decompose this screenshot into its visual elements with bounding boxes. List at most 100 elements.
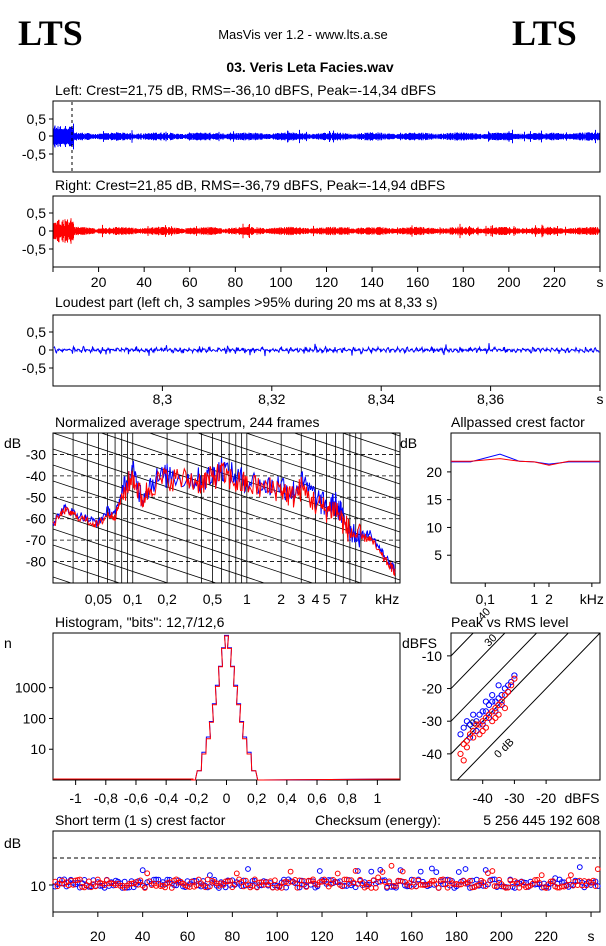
short-term-point bbox=[550, 878, 556, 884]
right-ytick-label: 0,5 bbox=[27, 205, 47, 221]
peak-rms-point bbox=[476, 711, 483, 718]
short-term-point bbox=[390, 882, 397, 889]
peak-rms-frame bbox=[450, 632, 601, 781]
short-term-point bbox=[395, 877, 402, 884]
peak-rms-point bbox=[501, 692, 508, 699]
short-term-point bbox=[440, 876, 447, 883]
short-term-point bbox=[77, 876, 83, 883]
spectrum-diagonal bbox=[293, 433, 400, 469]
peak-rms-xtick-label: -40 bbox=[473, 790, 493, 806]
histogram-xtick-label: 1 bbox=[373, 790, 381, 806]
loudest-part-title: Loudest part (left ch, 3 samples >95% du… bbox=[55, 294, 437, 310]
short-term-xtick-label: 20 bbox=[90, 928, 106, 944]
short-term-point bbox=[254, 884, 260, 891]
short-term-point bbox=[433, 869, 440, 875]
short-term-point bbox=[74, 877, 81, 883]
app-title: MasVis ver 1.2 - www.lts.a.se bbox=[218, 27, 388, 42]
short-term-point bbox=[368, 868, 375, 875]
allpassed-xtick-label: kHz bbox=[580, 591, 604, 607]
allpassed-xtick-label: 2 bbox=[545, 591, 553, 607]
right-ytick-label: 0 bbox=[38, 223, 46, 239]
allpassed-ytick-label: 5 bbox=[434, 547, 442, 563]
x-tick-label: s bbox=[597, 391, 604, 407]
spectrum-ytick-label: -50 bbox=[26, 489, 46, 505]
short-term-point bbox=[139, 867, 146, 874]
short-term-points bbox=[52, 857, 601, 891]
peak-rms-point bbox=[479, 721, 486, 728]
histogram-frame bbox=[52, 632, 401, 781]
short-term-point bbox=[505, 884, 512, 891]
peak-rms-point bbox=[495, 695, 502, 702]
spectrum-panel: Normalized average spectrum, 244 frames … bbox=[4, 305, 401, 756]
short-term-point bbox=[231, 881, 238, 887]
spectrum-diagonal bbox=[53, 544, 169, 583]
short-term-xtick-label: s bbox=[588, 928, 595, 944]
histogram-traces bbox=[53, 634, 401, 781]
peak-rms-point bbox=[463, 737, 470, 744]
spectrum-diagonal bbox=[53, 305, 400, 420]
waveform-path bbox=[53, 123, 600, 150]
file-title: 03. Veris Leta Facies.wav bbox=[226, 59, 394, 75]
spectrum-axes: -30 -40 -50 -60 -70 -80 0,05 0,1 0,2 0,5 1 2 3 4 5 7 kHz bbox=[26, 446, 400, 607]
peak-rms-point bbox=[470, 734, 477, 741]
short-term-point bbox=[417, 868, 424, 875]
short-term-point bbox=[225, 878, 231, 885]
short-term-xtick-label: 220 bbox=[535, 928, 559, 944]
spectrum-ylabel: dB bbox=[4, 435, 21, 451]
spectrum-ytick-label: -40 bbox=[26, 468, 46, 484]
peak-rms-point bbox=[466, 721, 474, 728]
allpassed-trace bbox=[451, 458, 600, 466]
peak-rms-point bbox=[479, 727, 486, 735]
short-term-point bbox=[251, 876, 258, 883]
spectrum-diagonal bbox=[53, 641, 400, 756]
x-tick-label: 20 bbox=[91, 274, 107, 290]
short-term-point bbox=[355, 868, 361, 874]
peak-rms-point bbox=[482, 708, 489, 715]
right-ytick-label: -0,5 bbox=[22, 241, 46, 257]
peak-rms-point bbox=[498, 692, 505, 699]
left-waveform-trace bbox=[53, 123, 600, 150]
histogram-xtick-label: -0,6 bbox=[124, 790, 148, 806]
spectrum-grid bbox=[53, 305, 400, 756]
short-term-point bbox=[393, 883, 399, 889]
short-term-point bbox=[455, 881, 462, 888]
short-term-point bbox=[137, 877, 144, 884]
short-term-point bbox=[491, 883, 498, 889]
peak-rms-point bbox=[460, 741, 467, 748]
x-tick-label: 40 bbox=[136, 274, 152, 290]
spectrum-xtick-label: 1 bbox=[243, 591, 251, 607]
short-term-point bbox=[576, 864, 583, 870]
x-tick-label: 220 bbox=[543, 274, 567, 290]
x-tick-label: 80 bbox=[228, 274, 244, 290]
peak-rms-point bbox=[501, 705, 508, 712]
short-term-point bbox=[547, 878, 554, 885]
left-waveform-title: Left: Crest=21,75 dB, RMS=-36,10 dBFS, P… bbox=[55, 82, 436, 98]
spectrum-diagonal bbox=[53, 560, 121, 583]
spectrum-xtick-label: 0,1 bbox=[123, 591, 143, 607]
short-term-point bbox=[303, 884, 310, 890]
peak-rms-diagonal-label: 30 bbox=[482, 632, 499, 649]
short-term-point bbox=[462, 866, 469, 872]
peak-rms-point bbox=[505, 688, 512, 695]
peak-rms-point bbox=[511, 675, 518, 682]
histogram-ytick-label: 10 bbox=[30, 741, 46, 757]
short-term-xtick-label: 80 bbox=[225, 928, 241, 944]
allpassed-panel: Allpassed crest factor dB 20 15 10 5 0,1 1 2 kH… bbox=[400, 414, 604, 607]
right-waveform-trace bbox=[53, 218, 600, 244]
spectrum-xtick-label: 3 bbox=[297, 591, 305, 607]
histogram-xtick-label: -0,4 bbox=[154, 790, 178, 806]
spectrum-diagonal bbox=[53, 512, 266, 583]
short-term-point bbox=[108, 880, 115, 886]
short-term-title: Short term (1 s) crest factor bbox=[55, 812, 226, 828]
peak-rms-point bbox=[470, 711, 477, 718]
short-term-point bbox=[278, 884, 285, 891]
spectrum-title: Normalized average spectrum, 244 frames bbox=[55, 414, 320, 430]
short-term-point bbox=[216, 885, 222, 891]
spectrum-diagonal bbox=[53, 480, 363, 583]
peak-rms-title: Peak vs RMS level bbox=[451, 614, 568, 630]
short-term-xtick-label: 40 bbox=[135, 928, 151, 944]
short-term-point bbox=[189, 878, 195, 885]
peak-rms-diagonal bbox=[456, 633, 600, 780]
short-term-point bbox=[144, 870, 151, 877]
